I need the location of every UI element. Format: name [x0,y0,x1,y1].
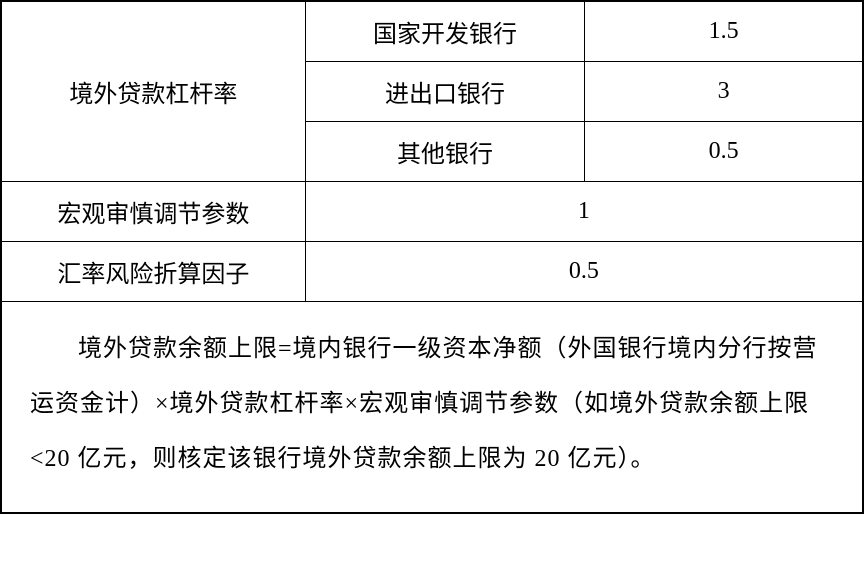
bank-name-cell: 国家开发银行 [305,1,584,62]
macro-param-value: 1 [305,182,863,242]
table-row: 汇率风险折算因子 0.5 [1,242,863,302]
data-table: 境外贷款杠杆率 国家开发银行 1.5 进出口银行 3 其他银行 0.5 宏观审慎… [0,0,864,514]
table-row: 宏观审慎调节参数 1 [1,182,863,242]
leverage-ratio-label: 境外贷款杠杆率 [1,1,305,182]
bank-value-cell: 1.5 [585,1,863,62]
macro-param-label: 宏观审慎调节参数 [1,182,305,242]
bank-value-cell: 0.5 [585,122,863,182]
formula-text: 境外贷款余额上限=境内银行一级资本净额（外国银行境内分行按营运资金计）×境外贷款… [1,302,863,513]
fx-risk-factor-value: 0.5 [305,242,863,302]
fx-risk-factor-label: 汇率风险折算因子 [1,242,305,302]
formula-content: 境外贷款余额上限=境内银行一级资本净额（外国银行境内分行按营运资金计）×境外贷款… [30,336,818,472]
formula-row: 境外贷款余额上限=境内银行一级资本净额（外国银行境内分行按营运资金计）×境外贷款… [1,302,863,513]
bank-name-cell: 进出口银行 [305,62,584,122]
financial-parameters-table: 境外贷款杠杆率 国家开发银行 1.5 进出口银行 3 其他银行 0.5 宏观审慎… [0,0,864,514]
table-row: 境外贷款杠杆率 国家开发银行 1.5 [1,1,863,62]
bank-value-cell: 3 [585,62,863,122]
bank-name-cell: 其他银行 [305,122,584,182]
